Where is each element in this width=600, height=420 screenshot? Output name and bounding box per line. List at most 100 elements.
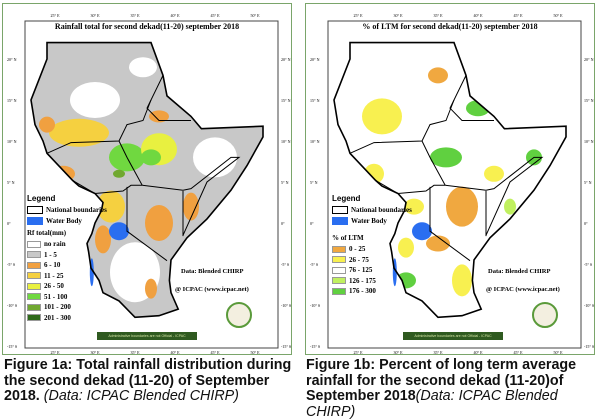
rainfall-area [362, 98, 402, 135]
latitude-label: 10° N [281, 139, 291, 144]
latitude-label: 15° N [584, 98, 594, 103]
longitude-label: 35° E [433, 350, 443, 355]
latitude-label: 0° [584, 221, 588, 226]
latitude-label: 5° N [281, 180, 289, 185]
figure-1b-map: 25° E 25° E 30° E 30° E 35° E 35° E 40° E 40° E… [305, 3, 595, 355]
rainfall-area [149, 110, 169, 123]
rainfall-area [446, 186, 478, 227]
rainfall-pattern [362, 67, 542, 297]
latitude-label: 20° N [7, 57, 17, 62]
rainfall-area [452, 264, 472, 297]
latitude-label: 10° N [7, 139, 17, 144]
legend-class: 51 - 100 [27, 292, 107, 303]
longitude-label: 45° E [513, 13, 523, 18]
legend-water: Water Body [332, 216, 412, 227]
longitude-label: 25° E [353, 13, 363, 18]
legend-class: 26 - 50 [27, 281, 107, 292]
country-border [72, 179, 143, 195]
latitude-label: -10° S [281, 303, 291, 308]
legend-class: no rain [27, 239, 107, 250]
rainfall-area [95, 225, 111, 254]
latitude-label: -10° S [7, 303, 17, 308]
rainfall-area [504, 198, 516, 215]
latitude-label: 15° N [7, 98, 17, 103]
rainfall-area [484, 165, 504, 182]
rainfall-area [398, 237, 414, 258]
disclaimer: Administrative boundaries are not Offici… [403, 332, 503, 340]
legend-title: Legend [332, 194, 361, 203]
latitude-label: 0° [310, 221, 314, 226]
rainfall-area [49, 118, 109, 147]
national-boundaries [333, 41, 567, 319]
country-border [349, 99, 455, 154]
scale-title: Rf total(mm) [27, 229, 67, 237]
latitude-label: 10° N [310, 139, 320, 144]
country-border [118, 140, 143, 186]
latitude-label: 20° N [584, 57, 594, 62]
map-title: % of LTM for second dekad(11-20) septemb… [362, 22, 538, 31]
country-border [421, 140, 446, 186]
longitude-label: 45° E [513, 350, 523, 355]
rainfall-area [39, 116, 55, 133]
longitude-label: 45° E [210, 350, 220, 355]
latitude-label: -5° S [310, 262, 318, 267]
rainfall-area [113, 169, 125, 178]
latitude-label: -15° S [310, 344, 320, 349]
latitude-label: 15° N [310, 98, 320, 103]
rainfall-area [141, 149, 161, 166]
latitude-label: 0° [7, 221, 11, 226]
country-border [449, 75, 494, 121]
legend-classes: 0 - 25 26 - 75 76 - 125 126 - 175 176 - 300 [332, 244, 412, 297]
latitude-label: -10° S [584, 303, 594, 308]
data-note: Data: Blended CHIRP [181, 268, 244, 275]
longitude-label: 40° E [170, 13, 180, 18]
longitude-label: 30° E [393, 13, 403, 18]
longitude-label: 40° E [170, 350, 180, 355]
legend-class: 26 - 75 [332, 255, 412, 266]
country-border [445, 156, 544, 236]
latitude-label: 20° N [281, 57, 291, 62]
legend-boundary: National boundaries [27, 205, 107, 216]
legend-class: 126 - 175 [332, 276, 412, 287]
latitude-label: -5° S [7, 262, 15, 267]
rainfall-area [97, 190, 125, 223]
national-boundaries [30, 41, 264, 319]
credit: @ ICPAC (www.icpac.net) [175, 286, 249, 293]
rainfall-area [145, 278, 157, 299]
latitude-label: -15° S [7, 344, 17, 349]
legend-boundary: National boundaries [332, 205, 412, 216]
map-legend: Legend National boundaries Water Body % … [332, 194, 412, 297]
legend-class: 0 - 25 [332, 244, 412, 255]
credit: @ ICPAC (www.icpac.net) [486, 286, 560, 293]
lake-victoria [109, 222, 129, 241]
latitude-label: -15° S [584, 344, 594, 349]
longitude-label: 45° E [210, 13, 220, 18]
longitude-label: 40° E [473, 350, 483, 355]
longitude-label: 30° E [393, 350, 403, 355]
legend-class: 176 - 300 [332, 286, 412, 297]
country-border [429, 186, 471, 262]
legend-class: 1 - 5 [27, 250, 107, 261]
legend-class: 76 - 125 [332, 265, 412, 276]
legend-title: Legend [27, 194, 56, 203]
rainfall-area [428, 67, 448, 84]
country-border [375, 179, 446, 195]
figure-1a-map: 25° E 25° E 30° E 30° E 35° E 35° E 40° E 40° E… [2, 3, 292, 355]
longitude-label: 50° E [553, 13, 563, 18]
rainfall-pattern [39, 57, 237, 303]
latitude-label: 15° N [281, 98, 291, 103]
legend-water: Water Body [27, 216, 107, 227]
lake-victoria [412, 222, 432, 241]
latitude-label: -5° S [281, 262, 289, 267]
latitude-label: 0° [281, 221, 285, 226]
data-note: Data: Blended CHIRP [488, 268, 551, 275]
longitude-label: 35° E [130, 350, 140, 355]
longitude-label: 35° E [130, 13, 140, 18]
disclaimer: Administrative boundaries are not Offici… [97, 332, 197, 340]
map-title: Rainfall total for second dekad(11-20) s… [54, 22, 240, 31]
scale-title: % of LTM [332, 234, 364, 242]
latitude-label: 5° N [7, 180, 15, 185]
latitude-label: -15° S [281, 344, 291, 349]
rainfall-area [70, 82, 120, 118]
